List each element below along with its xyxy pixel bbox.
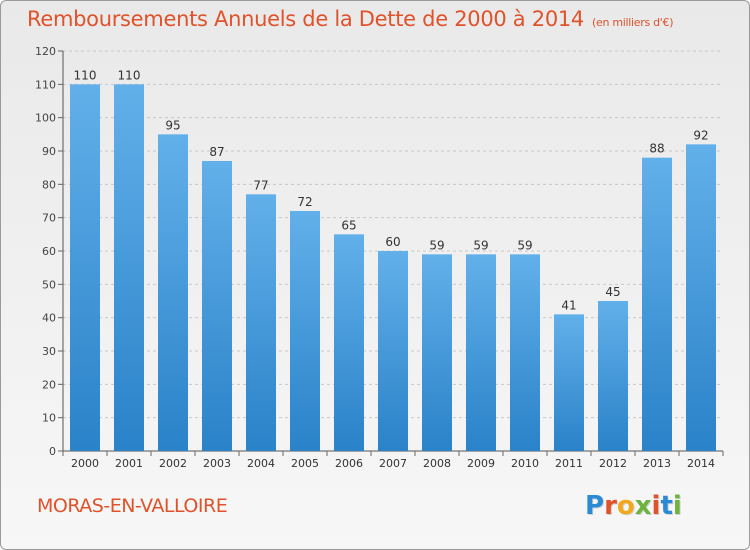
y-tick-label: 40 — [42, 312, 56, 325]
x-tick-label: 2002 — [159, 457, 187, 470]
x-tick-label: 2009 — [467, 457, 495, 470]
data-label: 72 — [297, 195, 312, 209]
data-label: 59 — [517, 238, 532, 252]
y-tick-label: 20 — [42, 378, 56, 391]
bar — [202, 161, 232, 451]
logo-letter: x — [634, 491, 652, 521]
y-tick-label: 60 — [42, 245, 56, 258]
bar — [158, 134, 188, 452]
y-tick-label: 50 — [42, 278, 56, 291]
y-tick-label: 90 — [42, 145, 56, 158]
y-tick-label: 10 — [42, 412, 56, 425]
bar — [378, 251, 408, 451]
bar — [686, 144, 716, 452]
y-tick-labels: 0 10 20 30 40 50 60 70 80 90 100 110 120 — [35, 45, 56, 458]
data-label: 87 — [209, 145, 224, 159]
x-tick-label: 2013 — [643, 457, 671, 470]
logo-letter: i — [672, 491, 682, 521]
bar — [290, 211, 320, 451]
data-label: 41 — [561, 298, 576, 312]
bar — [598, 301, 628, 451]
x-tick-label: 2006 — [335, 457, 363, 470]
x-tick-label: 2008 — [423, 457, 451, 470]
logo-letter: o — [616, 491, 635, 521]
bar — [70, 84, 100, 451]
data-label: 65 — [341, 218, 356, 232]
x-tick-label: 2001 — [115, 457, 143, 470]
x-tick-label: 2004 — [247, 457, 275, 470]
data-label: 92 — [693, 128, 708, 142]
data-label: 88 — [649, 142, 664, 156]
x-tick-label: 2003 — [203, 457, 231, 470]
y-tick-label: 120 — [35, 45, 56, 58]
y-tick-label: 30 — [42, 345, 56, 358]
logo-letter: t — [660, 491, 673, 521]
bar — [246, 194, 276, 452]
data-label: 95 — [165, 118, 180, 132]
x-tick-label: 2007 — [379, 457, 407, 470]
commune-name: MORAS-EN-VALLOIRE — [37, 495, 228, 517]
data-label: 45 — [605, 285, 620, 299]
bar-chart: 110 110 95 87 77 72 65 60 59 59 59 41 45 88 92 0 10 20 30… — [35, 45, 724, 470]
bar — [422, 254, 452, 451]
y-tick-label: 100 — [35, 112, 56, 125]
y-tick-label: 110 — [35, 78, 56, 91]
x-tick-labels: 2000 2001 2002 2003 2004 2005 2006 2007 2008 2009… — [62, 451, 724, 470]
x-tick-label: 2005 — [291, 457, 319, 470]
x-tick-label: 2014 — [687, 457, 715, 470]
y-tick-label: 0 — [49, 445, 56, 458]
data-label: 110 — [118, 68, 141, 82]
y-tick-label: 70 — [42, 212, 56, 225]
y-tick-label: 80 — [42, 178, 56, 191]
bar — [334, 234, 364, 451]
logo-letter: P — [585, 491, 605, 521]
chart-title: Remboursements Annuels de la Dette de 20… — [27, 7, 673, 31]
title-text: Remboursements Annuels de la Dette de 20… — [27, 7, 584, 31]
data-labels: 110 110 95 87 77 72 65 60 59 59 59 41 45 88 92 — [74, 68, 709, 312]
x-tick-label: 2011 — [555, 457, 583, 470]
data-label: 110 — [74, 68, 97, 82]
x-tick-label: 2012 — [599, 457, 627, 470]
bars — [70, 84, 716, 452]
bar — [554, 314, 584, 451]
unit-label: (en milliers d'€) — [592, 16, 674, 29]
data-label: 59 — [473, 238, 488, 252]
data-label: 60 — [385, 235, 400, 249]
x-tick-label: 2010 — [511, 457, 539, 470]
bar — [510, 254, 540, 451]
bar — [642, 157, 672, 451]
logo-letter: i — [651, 491, 661, 521]
data-label: 59 — [429, 238, 444, 252]
bar — [114, 84, 144, 451]
logo-letter: r — [604, 491, 617, 521]
bar — [466, 254, 496, 451]
data-label: 77 — [253, 178, 268, 192]
proxiti-logo: Proxiti — [585, 491, 682, 521]
x-tick-label: 2000 — [71, 457, 99, 470]
